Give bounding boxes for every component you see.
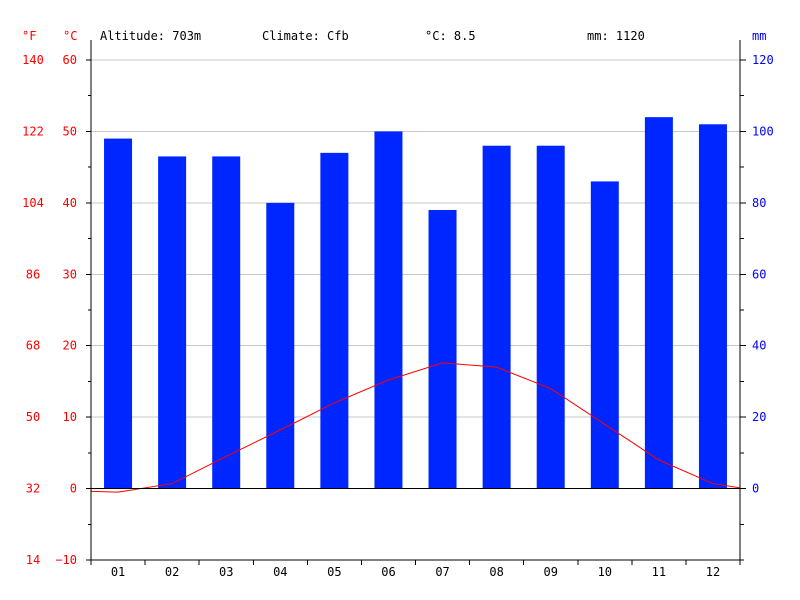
fahrenheit-tick-label: 32 — [26, 482, 40, 496]
tick-labels: −100102030405060143250688610412214002040… — [22, 53, 774, 579]
celsius-tick-label: 20 — [63, 339, 77, 353]
fahrenheit-tick-label: 50 — [26, 410, 40, 424]
precip-tick-label: 80 — [752, 196, 766, 210]
month-label: 09 — [543, 565, 557, 579]
month-label: 11 — [652, 565, 666, 579]
month-label: 06 — [381, 565, 395, 579]
month-label: 07 — [435, 565, 449, 579]
celsius-tick-label: 50 — [63, 124, 77, 138]
celsius-tick-label: 60 — [63, 53, 77, 67]
month-label: 04 — [273, 565, 287, 579]
precip-bar — [158, 156, 187, 489]
precip-bar — [374, 131, 403, 489]
month-label: 08 — [489, 565, 503, 579]
altitude-label: Altitude: 703m — [100, 29, 201, 43]
precip-bar — [698, 124, 727, 489]
celsius-tick-label: 0 — [70, 482, 77, 496]
precip-bar — [590, 181, 619, 489]
celsius-tick-label: 40 — [63, 196, 77, 210]
precipitation-bars — [104, 117, 727, 489]
precip-tick-label: 20 — [752, 410, 766, 424]
fahrenheit-tick-label: 140 — [22, 53, 44, 67]
month-label: 01 — [111, 565, 125, 579]
fahrenheit-tick-label: 86 — [26, 267, 40, 281]
month-label: 02 — [165, 565, 179, 579]
celsius-tick-label: 30 — [63, 267, 77, 281]
precip-bar — [320, 152, 349, 489]
unit-mm-label: mm — [752, 29, 766, 43]
precip-bar — [644, 117, 673, 489]
precip-tick-label: 0 — [752, 482, 759, 496]
unit-celsius-label: °C — [63, 29, 77, 43]
fahrenheit-tick-label: 14 — [26, 553, 40, 567]
unit-fahrenheit-label: °F — [22, 29, 36, 43]
temperature-line — [90, 362, 741, 493]
celsius-tick-label: −10 — [55, 553, 77, 567]
precip-tick-label: 120 — [752, 53, 774, 67]
month-label: 10 — [598, 565, 612, 579]
annual-precipitation-label: mm: 1120 — [587, 29, 645, 43]
month-label: 05 — [327, 565, 341, 579]
precip-bar — [266, 202, 295, 489]
precip-bar — [536, 145, 565, 489]
climate-label: Climate: Cfb — [262, 29, 349, 43]
grid-lines — [91, 59, 740, 418]
temperature-line-path — [90, 362, 741, 493]
month-label: 12 — [706, 565, 720, 579]
precip-tick-label: 100 — [752, 124, 774, 138]
fahrenheit-tick-label: 104 — [22, 196, 44, 210]
precip-tick-label: 40 — [752, 339, 766, 353]
axes — [86, 40, 746, 565]
precip-bar — [482, 145, 511, 489]
precip-bar — [212, 156, 241, 489]
precip-tick-label: 60 — [752, 267, 766, 281]
fahrenheit-tick-label: 122 — [22, 124, 44, 138]
celsius-tick-label: 10 — [63, 410, 77, 424]
average-temperature-label: °C: 8.5 — [425, 29, 476, 43]
fahrenheit-tick-label: 68 — [26, 339, 40, 353]
precip-bar — [428, 210, 457, 489]
month-label: 03 — [219, 565, 233, 579]
precip-bar — [104, 138, 133, 489]
